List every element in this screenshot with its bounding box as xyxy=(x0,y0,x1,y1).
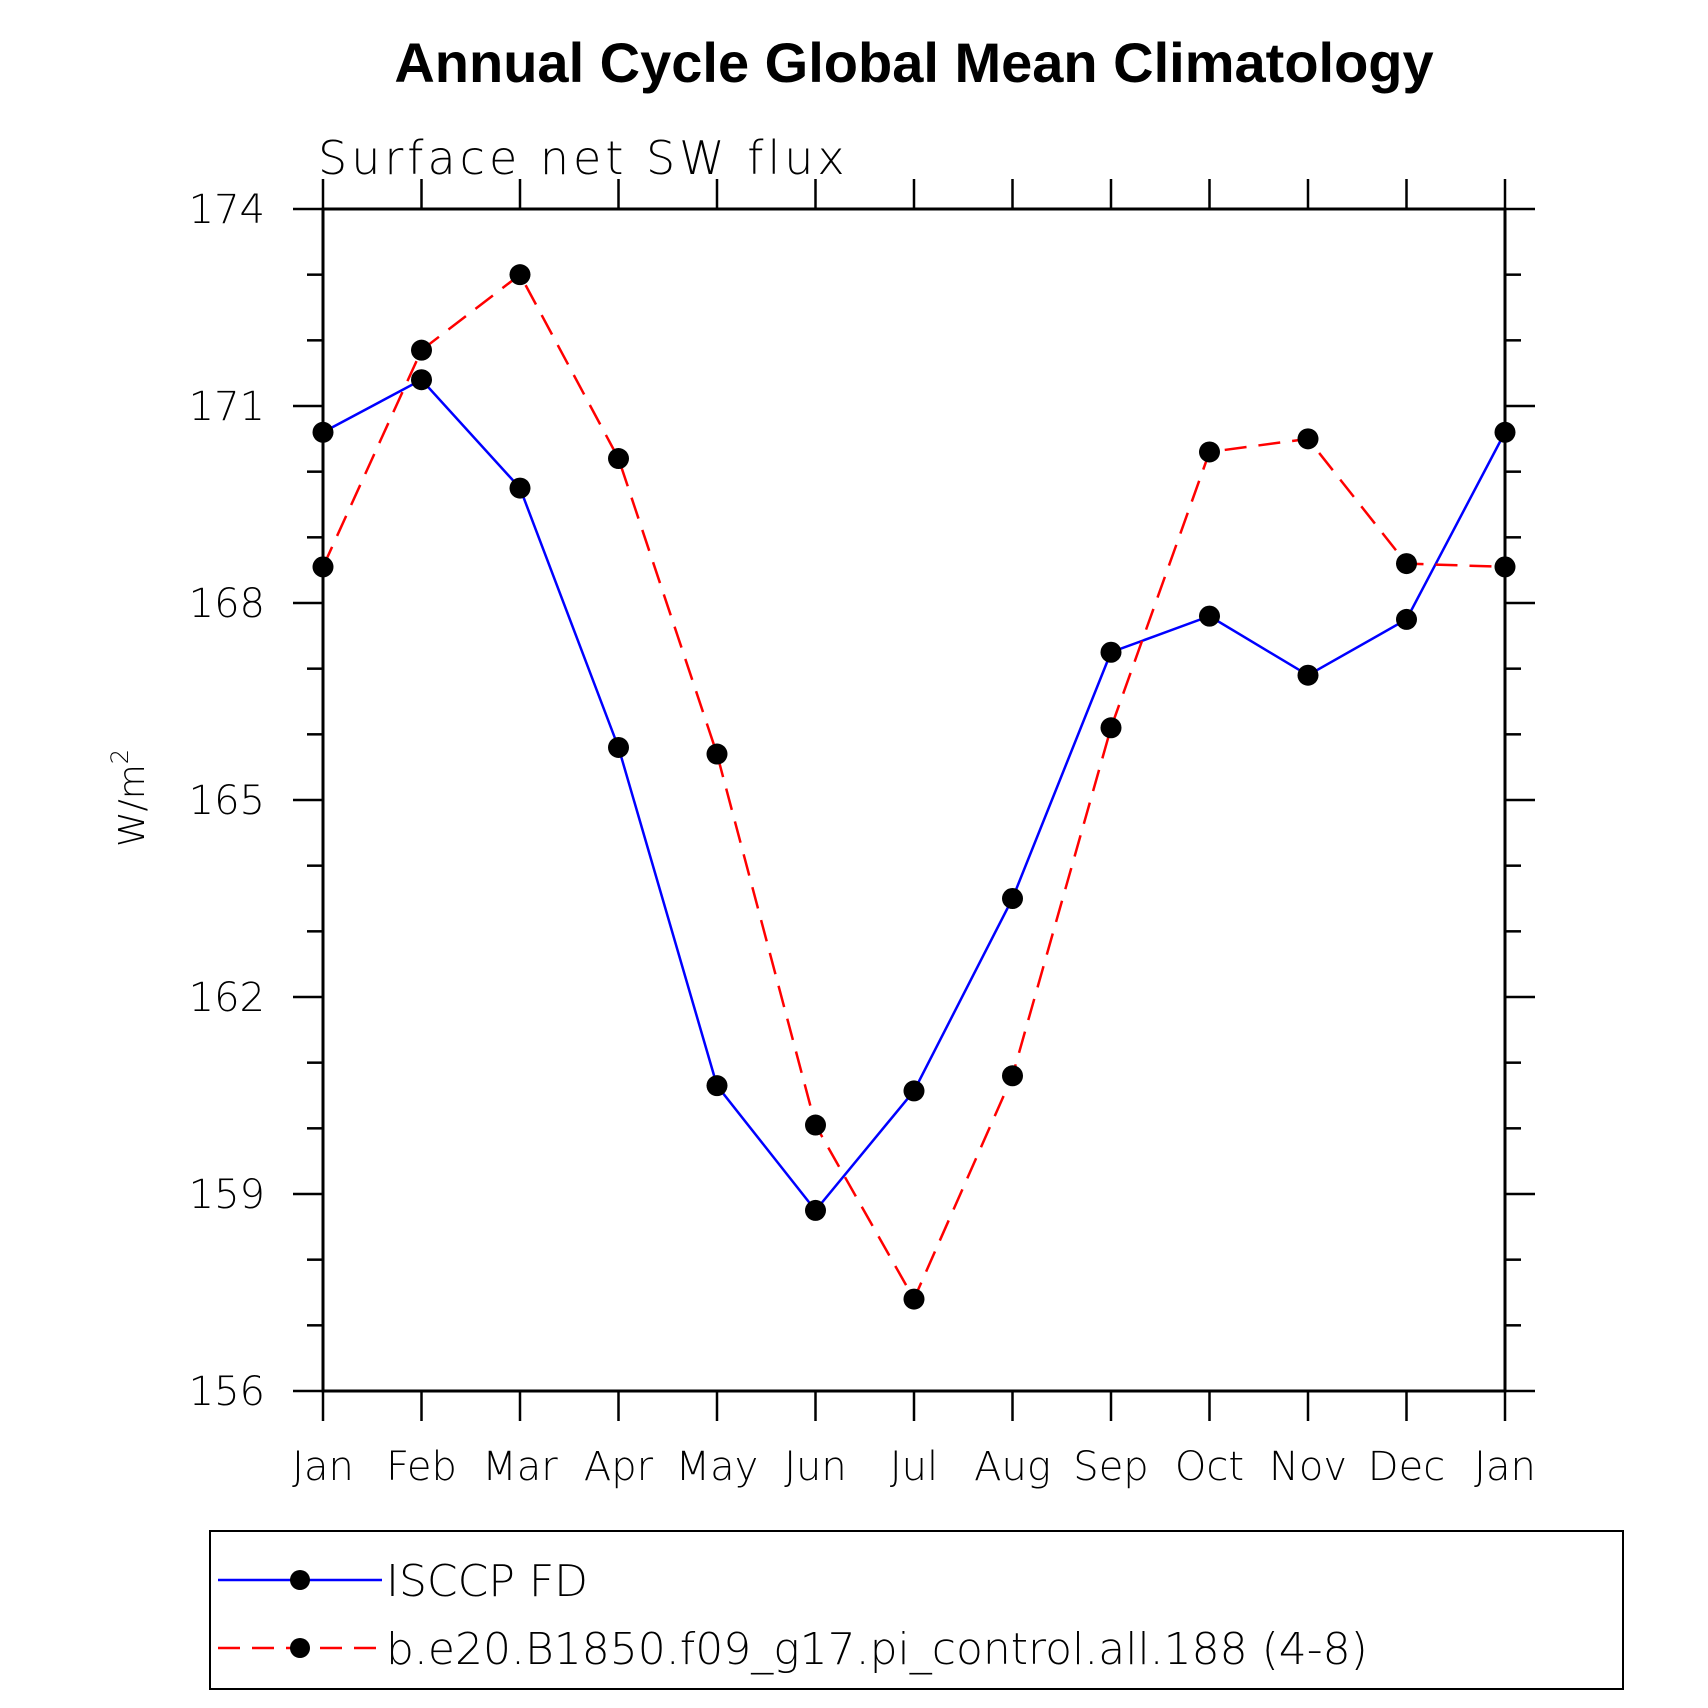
series-0-point xyxy=(411,369,432,391)
y-tick-label: 162 xyxy=(189,975,265,1021)
x-tick-label: Dec xyxy=(1368,1444,1445,1490)
series-line-1 xyxy=(321,272,1506,1302)
series-0-point xyxy=(608,736,629,758)
series-0-point xyxy=(1494,421,1516,443)
series-0-point xyxy=(1002,888,1023,909)
x-tick-label: Jan xyxy=(1474,1444,1536,1490)
y-axis-label: W/m xyxy=(112,764,153,847)
y-tick-label: 171 xyxy=(189,384,265,430)
series-1-point xyxy=(1100,717,1122,739)
series-0-point xyxy=(1100,641,1122,663)
x-tick-label: Jun xyxy=(784,1444,847,1490)
y-tick-label: 168 xyxy=(189,581,265,627)
y-tick-label: 174 xyxy=(189,187,265,233)
legend-label-isccp: ISCCP FD xyxy=(386,1556,588,1607)
chart-title: Annual Cycle Global Mean Climatology xyxy=(394,31,1433,94)
y-axis-label-superscript: 2 xyxy=(106,749,134,764)
series-1-point xyxy=(509,264,531,286)
legend-marker-model xyxy=(290,1638,310,1658)
x-tick-label: Jan xyxy=(292,1444,354,1490)
series-1-point xyxy=(411,339,432,361)
x-tick-label: Apr xyxy=(584,1444,654,1490)
x-tick-label: Jul xyxy=(890,1444,938,1490)
x-axis-ticks: Jan Feb Mar Apr May Jun Jul Aug Sep Oct Nov Dec Jan xyxy=(292,179,1536,1490)
plot-frame xyxy=(321,207,1507,1393)
series-0-point xyxy=(509,477,531,499)
y-axis-ticks: 156 159 162 165 168 171 174 xyxy=(189,187,1535,1415)
series-1-point xyxy=(1297,428,1319,450)
series-1-point xyxy=(312,556,334,578)
series-0-point xyxy=(1396,608,1417,630)
series-0-point xyxy=(903,1080,925,1102)
legend-box xyxy=(209,1530,1624,1690)
series-1-point xyxy=(903,1288,925,1310)
x-tick-label: Sep xyxy=(1073,1444,1148,1490)
chart-subtitle: Surface net SW flux xyxy=(318,131,849,185)
legend-entry-model: b.e20.B1850.f09_g17.pi_control.all.188 (… xyxy=(218,1624,1368,1675)
series-1-point xyxy=(608,448,629,470)
series-1-point xyxy=(1199,441,1220,463)
legend-entry-isccp: ISCCP FD xyxy=(218,1556,588,1607)
x-tick-label: Mar xyxy=(482,1444,558,1490)
series-1-point xyxy=(1002,1065,1023,1087)
y-tick-label: 156 xyxy=(189,1369,265,1415)
x-tick-label: Aug xyxy=(974,1444,1051,1490)
y-tick-label: 159 xyxy=(189,1172,265,1218)
plot-border xyxy=(321,207,1507,1393)
y-axis-title: W/m2 xyxy=(106,749,153,847)
series-1-point xyxy=(1396,553,1417,575)
series-0-point xyxy=(805,1199,826,1221)
series-0-point xyxy=(1199,605,1220,627)
series-1-point xyxy=(1494,556,1516,578)
y-tick-label: 165 xyxy=(189,778,265,824)
series-0-point xyxy=(1297,664,1319,686)
legend-marker-isccp xyxy=(290,1570,310,1590)
x-tick-label: Nov xyxy=(1269,1444,1347,1490)
x-tick-label: May xyxy=(676,1444,759,1490)
x-tick-label: Oct xyxy=(1175,1444,1244,1490)
x-tick-label: Feb xyxy=(386,1444,457,1490)
series-1-point xyxy=(805,1114,826,1136)
series-layer xyxy=(312,264,1516,1310)
legend: ISCCP FD b.e20.B1850.f09_g17.pi_control.… xyxy=(209,1530,1624,1690)
svg-text:W/m2: W/m2 xyxy=(106,749,153,847)
series-1-point xyxy=(706,743,728,765)
legend-label-model: b.e20.B1850.f09_g17.pi_control.all.188 (… xyxy=(386,1624,1368,1675)
series-0-point xyxy=(706,1075,728,1097)
series-0-point xyxy=(312,421,334,443)
